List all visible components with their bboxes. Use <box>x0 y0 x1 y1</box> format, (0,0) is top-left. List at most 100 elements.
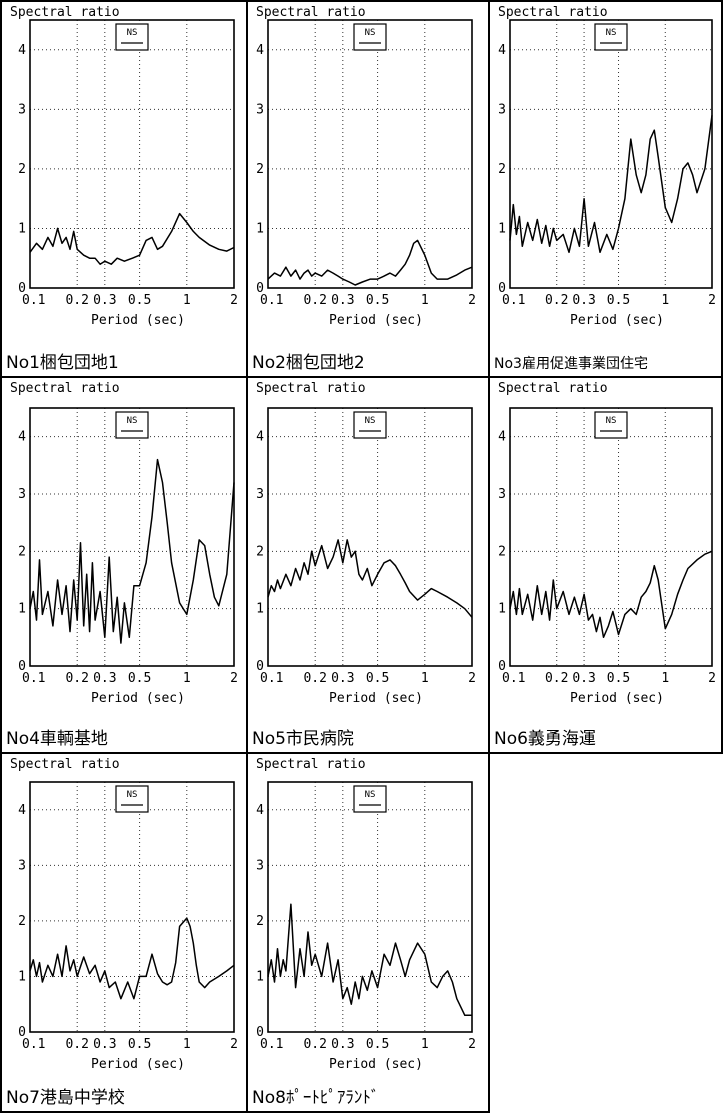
chart-svg-2: Spectral ratio 0 1 2 3 4 0.1 0.2 0.3 0.5 1 2 Period … <box>256 5 476 328</box>
chart-panel-1: Spectral ratio 0 1 2 3 4 0.1 0.2 0.3 0.5 1 2 Period … <box>0 0 248 378</box>
y-tick-label: 4 <box>256 803 264 818</box>
y-tick-label: 2 <box>256 914 264 929</box>
series-line-ns <box>267 539 473 618</box>
x-tick-label: 1 <box>183 293 191 308</box>
y-tick-label: 1 <box>498 602 506 617</box>
x-tick-label: 0.2 <box>545 293 568 308</box>
y-tick-label: 3 <box>256 858 264 873</box>
x-tick-label: 0.3 <box>572 293 595 308</box>
x-tick-label: 0.5 <box>607 293 630 308</box>
x-tick-label: 0.2 <box>303 671 326 686</box>
x-tick-label: 0.2 <box>65 671 88 686</box>
chart-panel-3: Spectral ratio 0 1 2 3 4 0.1 0.2 0.3 0.5 1 2 Period … <box>488 0 723 378</box>
chart-panel-2: Spectral ratio 0 1 2 3 4 0.1 0.2 0.3 0.5 1 2 Period … <box>246 0 490 378</box>
x-tick-label: 0.2 <box>303 293 326 308</box>
x-tick-label: 0.3 <box>93 1037 116 1052</box>
x-tick-label: 0.5 <box>366 671 389 686</box>
x-tick-label: 0.2 <box>545 671 568 686</box>
plot-frame <box>267 781 473 1033</box>
y-tick-label: 4 <box>256 43 264 58</box>
x-tick-label: 0.5 <box>366 1037 389 1052</box>
x-tick-label: 1 <box>183 671 191 686</box>
y-tick-label: 0 <box>256 281 264 296</box>
x-tick-label: 1 <box>421 1037 429 1052</box>
y-axis-title: Spectral ratio <box>10 5 120 20</box>
legend-box <box>115 411 149 439</box>
y-tick-label: 3 <box>498 487 506 502</box>
y-tick-label: 3 <box>256 487 264 502</box>
y-tick-label: 0 <box>498 281 506 296</box>
x-tick-label: 0.1 <box>260 1037 283 1052</box>
x-axis-title: Period (sec) <box>570 313 664 328</box>
legend-box <box>115 23 149 51</box>
x-tick-label: 2 <box>708 671 716 686</box>
y-tick-label: 4 <box>18 43 26 58</box>
y-tick-label: 2 <box>256 544 264 559</box>
x-axis-title: Period (sec) <box>329 313 423 328</box>
y-tick-label: 0 <box>256 659 264 674</box>
series-line-ns <box>267 903 472 1017</box>
plot-frame <box>29 781 235 1033</box>
y-tick-label: 0 <box>498 659 506 674</box>
chart-panel-6: Spectral ratio 0 1 2 3 4 0.1 0.2 0.3 0.5 1 2 Period … <box>488 376 723 754</box>
chart-svg-5: Spectral ratio 0 1 2 3 4 0.1 0.2 0.3 0.5 1 2 Period … <box>256 381 476 706</box>
y-tick-label: 0 <box>256 1025 264 1040</box>
chart-panel-5: Spectral ratio 0 1 2 3 4 0.1 0.2 0.3 0.5 1 2 Period … <box>246 376 490 754</box>
legend-box <box>594 23 628 51</box>
series-line-ns <box>509 550 713 639</box>
chart-panel-8: Spectral ratio 0 1 2 3 4 0.1 0.2 0.3 0.5 1 2 Period … <box>246 752 490 1113</box>
y-tick-label: 4 <box>18 803 26 818</box>
x-tick-label: 0.1 <box>260 671 283 686</box>
x-tick-label: 1 <box>183 1037 191 1052</box>
site-label-1: No1梱包団地1 <box>6 353 119 373</box>
x-axis-title: Period (sec) <box>329 691 423 706</box>
y-tick-label: 1 <box>18 221 26 236</box>
y-axis-title: Spectral ratio <box>256 381 366 396</box>
legend-box <box>353 23 387 51</box>
y-axis-title: Spectral ratio <box>256 757 366 772</box>
x-tick-label: 1 <box>421 671 429 686</box>
y-tick-label: 2 <box>498 544 506 559</box>
legend-label: NS <box>365 28 376 38</box>
site-label-5: No5市民病院 <box>252 729 354 749</box>
y-tick-label: 3 <box>18 487 26 502</box>
y-tick-label: 0 <box>18 1025 26 1040</box>
legend-label: NS <box>127 790 138 800</box>
x-tick-label: 0.5 <box>128 1037 151 1052</box>
y-tick-label: 2 <box>18 162 26 177</box>
x-tick-label: 0.3 <box>331 671 354 686</box>
y-tick-label: 4 <box>256 430 264 445</box>
y-tick-label: 3 <box>18 858 26 873</box>
legend-label: NS <box>127 416 138 426</box>
y-tick-label: 1 <box>256 602 264 617</box>
x-tick-label: 0.5 <box>128 671 151 686</box>
y-tick-label: 4 <box>18 430 26 445</box>
y-axis-title: Spectral ratio <box>256 5 366 20</box>
x-tick-label: 0.5 <box>607 671 630 686</box>
x-tick-label: 1 <box>661 671 669 686</box>
site-label-6: No6義勇海運 <box>494 729 596 749</box>
site-label-8: No8ﾎﾟｰﾄﾋﾟｱﾗﾝﾄﾞ <box>252 1088 380 1108</box>
chart-panel-7: Spectral ratio 0 1 2 3 4 0.1 0.2 0.3 0.5 1 2 Period … <box>0 752 248 1113</box>
x-axis-title: Period (sec) <box>91 691 185 706</box>
y-axis-title: Spectral ratio <box>10 381 120 396</box>
x-tick-label: 0.1 <box>502 293 525 308</box>
plot-frame <box>29 407 235 667</box>
y-tick-label: 3 <box>256 102 264 117</box>
x-tick-label: 0.3 <box>331 1037 354 1052</box>
site-label-3: No3雇用促進事業団住宅 <box>494 356 648 372</box>
legend-box <box>353 411 387 439</box>
x-axis-title: Period (sec) <box>329 1057 423 1072</box>
chart-svg-6: Spectral ratio 0 1 2 3 4 0.1 0.2 0.3 0.5 1 2 Period … <box>498 381 716 706</box>
x-tick-label: 0.2 <box>65 293 88 308</box>
x-tick-label: 0.5 <box>366 293 389 308</box>
plot-frame <box>267 407 473 667</box>
x-axis-title: Period (sec) <box>91 1057 185 1072</box>
plot-frame <box>29 19 235 289</box>
x-tick-label: 0.3 <box>93 671 116 686</box>
x-tick-label: 2 <box>230 293 238 308</box>
x-tick-label: 0.1 <box>22 1037 45 1052</box>
site-label-4: No4車輌基地 <box>6 729 108 749</box>
chart-svg-4: Spectral ratio 0 1 2 3 4 0.1 0.2 0.3 0.5 1 2 Period … <box>10 381 238 706</box>
y-tick-label: 1 <box>498 221 506 236</box>
